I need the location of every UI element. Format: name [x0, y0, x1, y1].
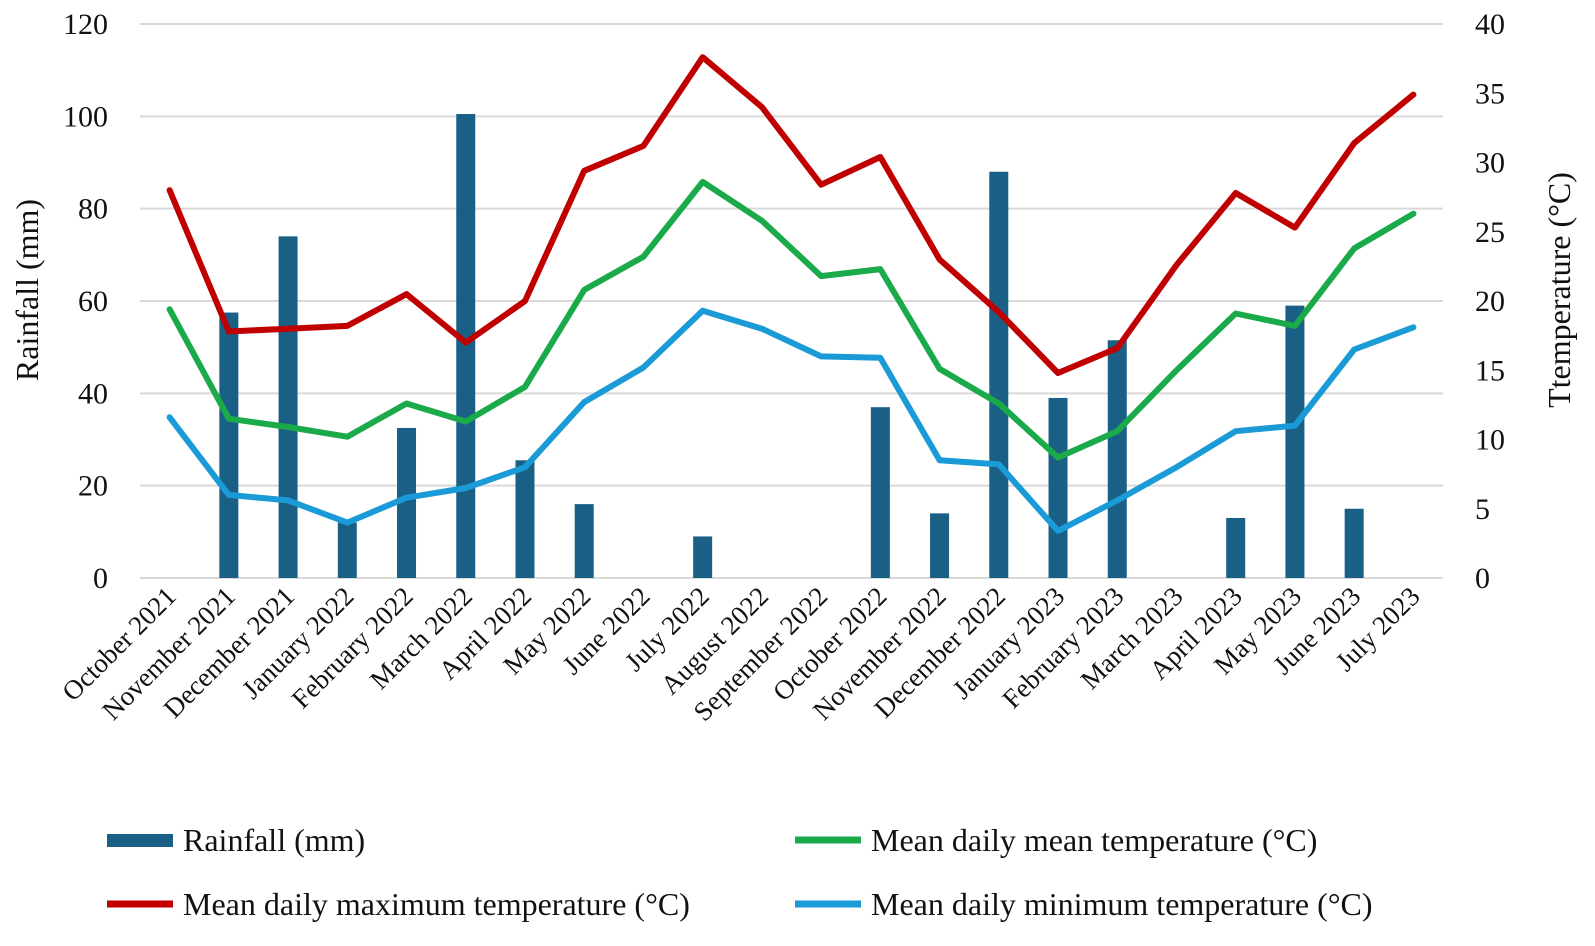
right-tick-label: 5: [1475, 493, 1490, 526]
left-axis-ticks: 0 20 40 60 80 100 120: [63, 8, 108, 595]
rainfall-bar: [219, 312, 239, 578]
rainfall-bar: [515, 460, 535, 578]
left-tick-label: 80: [78, 193, 108, 226]
right-tick-label: 40: [1475, 8, 1505, 41]
temperature-lines: [166, 54, 1417, 534]
legend-swatch-rainfall: [107, 834, 173, 847]
right-tick-label: 30: [1475, 147, 1505, 180]
right-tick-label: 10: [1475, 424, 1505, 457]
rainfall-bar: [1107, 340, 1127, 578]
gridlines: [140, 23, 1443, 579]
rainfall-bars: [219, 114, 1364, 579]
legend-label-mean: Mean daily mean temperature (°C): [871, 822, 1317, 858]
left-tick-label: 60: [78, 285, 108, 318]
mean-temp-line: [166, 178, 1417, 461]
left-tick-label: 20: [78, 470, 108, 503]
rainfall-bar: [1344, 508, 1364, 578]
left-tick-label: 120: [63, 8, 108, 41]
rainfall-bar: [278, 236, 298, 578]
right-tick-label: 35: [1475, 77, 1505, 110]
left-tick-label: 100: [63, 100, 108, 133]
right-tick-label: 20: [1475, 285, 1505, 318]
rainfall-bar: [456, 114, 476, 579]
max-temp-line: [166, 54, 1417, 376]
rainfall-bar: [1226, 517, 1246, 578]
right-tick-label: 15: [1475, 354, 1505, 387]
rainfall-bar: [989, 171, 1009, 578]
rainfall-bar: [930, 513, 950, 578]
legend: Rainfall (mm) Mean daily mean temperatur…: [107, 822, 1373, 922]
legend-label-max: Mean daily maximum temperature (°C): [183, 886, 690, 922]
right-tick-label: 25: [1475, 216, 1505, 249]
left-tick-label: 0: [93, 562, 108, 595]
left-axis-title: Rainfall (mm): [9, 199, 45, 381]
rainfall-bar: [693, 536, 713, 578]
legend-label-min: Mean daily minimum temperature (°C): [871, 886, 1373, 922]
rainfall-bar: [870, 407, 890, 578]
rainfall-bar: [574, 504, 594, 578]
rainfall-bar: [397, 427, 417, 578]
right-axis-title: Ttemperature (°C): [1541, 172, 1577, 408]
left-tick-label: 40: [78, 377, 108, 410]
min-temp-line: [166, 307, 1417, 534]
right-tick-label: 0: [1475, 562, 1490, 595]
rainfall-bar: [337, 522, 357, 578]
legend-label-rainfall: Rainfall (mm): [183, 822, 365, 858]
right-axis-ticks: 0 5 10 15 20 25 30 35 40: [1475, 8, 1505, 595]
rainfall-bar: [1285, 305, 1305, 578]
rainfall-bar: [1048, 397, 1068, 578]
